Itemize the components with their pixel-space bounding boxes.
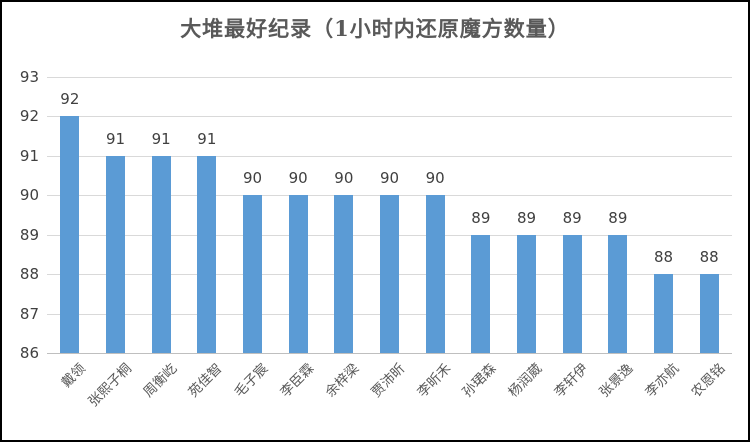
y-axis-tick-label: 92 bbox=[19, 107, 39, 126]
x-axis-category-label: 李臣霖 bbox=[277, 360, 318, 401]
x-axis-line bbox=[47, 353, 732, 354]
x-axis-category-label: 杨润葳 bbox=[505, 360, 546, 401]
bar-value-label: 91 bbox=[197, 129, 217, 148]
bar-value-label: 91 bbox=[105, 129, 126, 148]
bar bbox=[654, 274, 673, 353]
bar-value-label: 89 bbox=[562, 208, 582, 227]
x-axis-category-label: 张熙子桐 bbox=[84, 360, 135, 411]
y-axis-tick-label: 91 bbox=[19, 146, 39, 165]
x-axis-category-label: 苑佳智 bbox=[185, 360, 226, 401]
y-axis-tick-label: 89 bbox=[19, 225, 39, 244]
bar-value-label: 91 bbox=[151, 129, 171, 148]
x-axis-category-label: 周衡屹 bbox=[140, 360, 181, 401]
bar-value-label: 88 bbox=[653, 248, 674, 267]
bar-value-label: 92 bbox=[60, 90, 80, 109]
gridline bbox=[47, 155, 732, 157]
chart-title: 大堆最好纪录（1小时内还原魔方数量） bbox=[180, 16, 570, 41]
bar-value-label: 89 bbox=[608, 208, 628, 227]
bar bbox=[334, 195, 354, 353]
bar-value-label: 90 bbox=[242, 169, 263, 188]
bar-value-label: 89 bbox=[516, 208, 537, 227]
x-axis-category-label: 农恩铭 bbox=[688, 360, 729, 401]
bar-value-label: 89 bbox=[471, 208, 491, 227]
bar bbox=[151, 155, 171, 353]
y-axis-tick-label: 93 bbox=[19, 68, 39, 86]
plot-area: 86 87 88 89 90 91 92 93 92 戴领 91 张熙子桐 91 周衡屹 91 苑佳智 90 毛子… bbox=[20, 70, 732, 410]
x-axis-category-label: 贾沛昕 bbox=[368, 360, 409, 401]
bar bbox=[699, 274, 719, 353]
bar bbox=[197, 155, 217, 353]
gridline bbox=[47, 77, 732, 78]
y-axis-tick-label: 90 bbox=[19, 186, 39, 205]
y-axis-tick-label: 88 bbox=[19, 265, 39, 284]
bar bbox=[288, 195, 308, 353]
x-axis-category-label: 余梓梁 bbox=[322, 360, 363, 401]
bar bbox=[608, 234, 628, 353]
bar bbox=[425, 195, 445, 353]
x-axis-category-label: 李轩伊 bbox=[551, 360, 592, 401]
bar bbox=[60, 116, 80, 353]
gridline bbox=[47, 116, 732, 118]
x-axis-category-label: 戴领 bbox=[58, 360, 89, 391]
bar-value-label: 90 bbox=[379, 169, 400, 188]
bar bbox=[106, 155, 125, 353]
x-axis-category-label: 张景逸 bbox=[596, 360, 637, 401]
bar bbox=[243, 195, 262, 353]
x-axis-category-label: 李亦航 bbox=[642, 360, 683, 401]
bar-value-label: 90 bbox=[334, 169, 354, 188]
bar bbox=[471, 234, 491, 353]
bar-value-label: 90 bbox=[288, 169, 308, 188]
bar bbox=[562, 234, 582, 353]
y-axis-tick-label: 87 bbox=[19, 304, 39, 323]
x-axis-category-label: 毛子宸 bbox=[231, 360, 272, 401]
bar-value-label: 90 bbox=[425, 169, 445, 188]
y-axis-tick-label: 86 bbox=[19, 344, 39, 362]
x-axis-category-label: 李昕禾 bbox=[414, 360, 455, 401]
bar bbox=[517, 234, 536, 353]
bar bbox=[380, 195, 399, 353]
bar-value-label: 88 bbox=[699, 248, 719, 267]
x-axis-category-label: 孙珺森 bbox=[459, 360, 500, 401]
